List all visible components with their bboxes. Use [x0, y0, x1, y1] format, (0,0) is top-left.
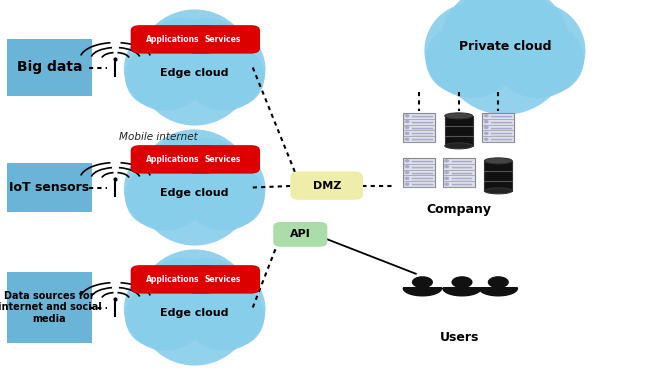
FancyBboxPatch shape — [443, 158, 475, 187]
Ellipse shape — [182, 27, 265, 111]
Circle shape — [405, 177, 409, 179]
Circle shape — [445, 171, 448, 174]
Ellipse shape — [125, 286, 185, 347]
Ellipse shape — [125, 46, 185, 107]
FancyBboxPatch shape — [186, 145, 260, 174]
Text: API: API — [290, 230, 311, 239]
Ellipse shape — [424, 3, 519, 98]
FancyBboxPatch shape — [7, 163, 92, 212]
Ellipse shape — [490, 3, 585, 98]
FancyBboxPatch shape — [131, 265, 215, 294]
Ellipse shape — [172, 258, 244, 330]
FancyBboxPatch shape — [7, 39, 92, 96]
Circle shape — [484, 132, 488, 134]
Ellipse shape — [146, 258, 218, 330]
Ellipse shape — [125, 166, 185, 227]
Circle shape — [405, 121, 409, 123]
Ellipse shape — [449, 0, 531, 74]
Ellipse shape — [484, 188, 512, 194]
Circle shape — [488, 276, 509, 288]
Ellipse shape — [124, 147, 207, 231]
Circle shape — [405, 160, 409, 162]
Ellipse shape — [124, 267, 207, 351]
Text: Services: Services — [205, 35, 242, 44]
Circle shape — [405, 183, 409, 185]
Text: Applications: Applications — [146, 275, 200, 284]
Circle shape — [405, 138, 409, 140]
Text: Data sources for
internet and social
media: Data sources for internet and social med… — [0, 291, 102, 324]
Ellipse shape — [146, 138, 218, 210]
Circle shape — [484, 115, 488, 117]
Ellipse shape — [146, 18, 218, 90]
FancyBboxPatch shape — [403, 158, 435, 187]
Text: DMZ: DMZ — [313, 181, 341, 190]
Circle shape — [484, 121, 488, 123]
Ellipse shape — [137, 9, 253, 126]
Circle shape — [445, 183, 448, 185]
Text: Services: Services — [205, 275, 242, 284]
Text: Mobile internet: Mobile internet — [119, 132, 198, 142]
Polygon shape — [479, 288, 517, 296]
Circle shape — [412, 276, 433, 288]
Circle shape — [451, 276, 473, 288]
Circle shape — [405, 115, 409, 117]
FancyBboxPatch shape — [445, 116, 473, 146]
Ellipse shape — [515, 25, 584, 94]
Text: Users: Users — [440, 331, 480, 344]
FancyBboxPatch shape — [131, 25, 215, 54]
Circle shape — [445, 177, 448, 179]
Text: Edge cloud: Edge cloud — [160, 308, 229, 318]
FancyBboxPatch shape — [482, 113, 514, 142]
Ellipse shape — [182, 147, 265, 231]
Circle shape — [445, 160, 448, 162]
Polygon shape — [403, 288, 442, 296]
Text: Company: Company — [426, 204, 491, 216]
Ellipse shape — [172, 138, 244, 210]
Ellipse shape — [484, 158, 512, 164]
Ellipse shape — [445, 143, 473, 149]
Ellipse shape — [137, 129, 253, 246]
Ellipse shape — [124, 27, 207, 111]
Ellipse shape — [478, 0, 560, 74]
Text: Applications: Applications — [146, 35, 200, 44]
Text: Services: Services — [205, 155, 242, 164]
Text: Edge cloud: Edge cloud — [160, 68, 229, 78]
Ellipse shape — [137, 249, 253, 366]
Ellipse shape — [182, 267, 265, 351]
Ellipse shape — [204, 46, 265, 107]
Ellipse shape — [172, 18, 244, 90]
Circle shape — [484, 126, 488, 129]
FancyBboxPatch shape — [290, 171, 363, 200]
Polygon shape — [443, 288, 481, 296]
Text: Big data: Big data — [16, 60, 82, 75]
Circle shape — [405, 132, 409, 134]
Text: IoT sensors: IoT sensors — [9, 181, 90, 194]
Circle shape — [405, 166, 409, 168]
FancyBboxPatch shape — [186, 265, 260, 294]
FancyBboxPatch shape — [273, 222, 327, 247]
Circle shape — [445, 166, 448, 168]
Ellipse shape — [426, 25, 494, 94]
Circle shape — [405, 171, 409, 174]
FancyBboxPatch shape — [7, 272, 92, 343]
Ellipse shape — [445, 113, 473, 119]
FancyBboxPatch shape — [484, 161, 512, 191]
Text: Edge cloud: Edge cloud — [160, 188, 229, 198]
Ellipse shape — [439, 0, 571, 115]
Circle shape — [484, 138, 488, 140]
FancyBboxPatch shape — [403, 113, 435, 142]
Ellipse shape — [204, 286, 265, 347]
Text: Private cloud: Private cloud — [459, 40, 551, 53]
FancyBboxPatch shape — [186, 25, 260, 54]
FancyBboxPatch shape — [131, 145, 215, 174]
Circle shape — [405, 126, 409, 129]
Text: Applications: Applications — [146, 155, 200, 164]
Ellipse shape — [204, 166, 265, 227]
